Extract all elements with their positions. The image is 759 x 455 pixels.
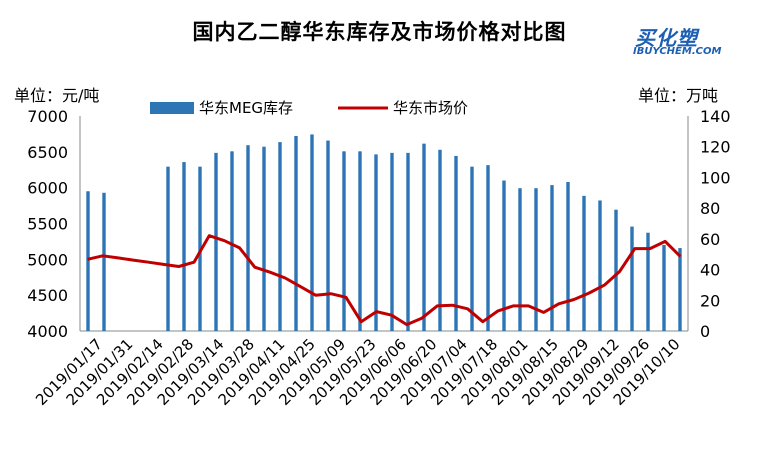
- inventory-bar: [262, 146, 266, 331]
- legend-bar-swatch: [150, 102, 194, 114]
- left-axis-tick-label: 5500: [27, 215, 68, 234]
- right-axis-tick-label: 60: [700, 230, 720, 249]
- inventory-bar: [486, 165, 490, 331]
- inventory-bar: [358, 151, 362, 331]
- chart-title: 国内乙二醇华东库存及市场价格对比图: [192, 20, 567, 44]
- inventory-bar: [310, 134, 314, 331]
- inventory-bar: [470, 166, 474, 331]
- inventory-bar: [406, 152, 410, 331]
- inventory-bar: [630, 226, 634, 331]
- left-axis-tick-label: 4000: [27, 322, 68, 341]
- brand-logo-cn: 买化塑: [635, 26, 698, 50]
- inventory-bar: [246, 145, 250, 331]
- right-axis-tick-label: 140: [700, 107, 731, 126]
- price-line: [87, 234, 682, 327]
- left-axis-tick-label: 6000: [27, 179, 68, 198]
- inventory-bar: [326, 140, 330, 331]
- inventory-bar: [166, 166, 170, 331]
- left-axis-tick-label: 6500: [27, 143, 68, 162]
- inventory-bar: [294, 135, 298, 331]
- right-axis-tick-label: 20: [700, 291, 720, 310]
- inventory-bar: [582, 195, 586, 331]
- inventory-bar: [614, 209, 618, 331]
- inventory-bar: [454, 155, 458, 331]
- left-axis-tick-label: 7000: [27, 107, 68, 126]
- inventory-bar: [374, 154, 378, 331]
- right-axis-tick-label: 120: [700, 138, 731, 157]
- right-axis-tick-label: 100: [700, 168, 731, 187]
- inventory-bar: [646, 232, 650, 331]
- legend-bar-label: 华东MEG库存: [199, 99, 293, 117]
- brand-logo-en: IBUYCHEM.COM: [633, 46, 722, 57]
- inventory-bar: [566, 182, 570, 331]
- right-axis-unit-label: 单位：万吨: [638, 86, 719, 105]
- inventory-bar: [86, 191, 90, 331]
- left-axis-tick-label: 5000: [27, 250, 68, 269]
- inventory-bar: [550, 185, 554, 331]
- left-axis-unit-label: 单位：元/吨: [14, 86, 100, 105]
- inventory-bar: [438, 149, 442, 331]
- legend-line-label: 华东市场价: [393, 99, 468, 117]
- inventory-bar: [230, 151, 234, 331]
- inventory-bar: [182, 162, 186, 331]
- left-axis-tick-label: 4500: [27, 286, 68, 305]
- inventory-bar: [342, 151, 346, 331]
- brand-logo: 买化塑 IBUYCHEM.COM: [633, 22, 743, 62]
- inventory-bar: [278, 142, 282, 331]
- inventory-bar: [214, 152, 218, 331]
- right-axis-tick-label: 40: [700, 261, 720, 280]
- inventory-bar: [598, 200, 602, 331]
- inventory-bar: [678, 248, 682, 331]
- inventory-bar: [102, 192, 106, 331]
- inventory-bar: [534, 188, 538, 331]
- inventory-bar: [662, 245, 666, 331]
- inventory-bar: [502, 180, 506, 331]
- inventory-bar: [518, 188, 522, 331]
- right-axis-tick-label: 0: [700, 322, 710, 341]
- inventory-bar: [390, 152, 394, 331]
- right-axis-tick-label: 80: [700, 199, 720, 218]
- inventory-bar: [422, 143, 426, 331]
